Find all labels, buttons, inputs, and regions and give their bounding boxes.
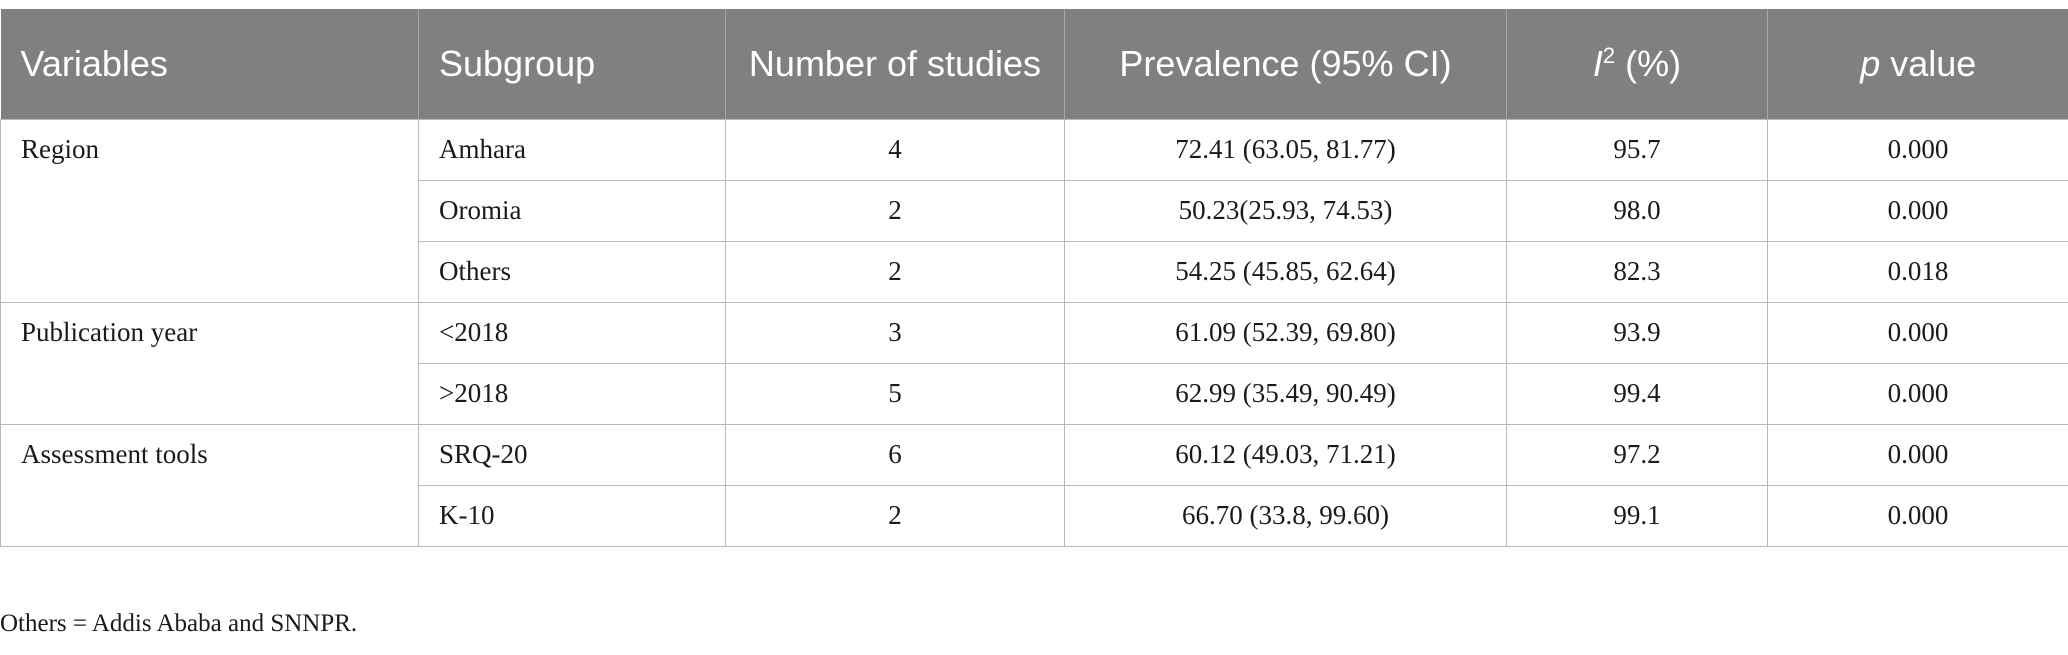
table-row: K-10 2 66.70 (33.8, 99.60) 99.1 0.000 [1,484,2068,547]
i2-cell: 99.4 [1506,362,1768,425]
prevalence-cell: 72.41 (63.05, 81.77) [1064,118,1507,181]
i2-symbol: I [1592,42,1603,84]
studies-cell: 4 [725,118,1065,181]
studies-cell: 2 [725,179,1065,242]
prevalence-cell: 60.12 (49.03, 71.21) [1064,423,1507,486]
table-row: Others 2 54.25 (45.85, 62.64) 82.3 0.018 [1,240,2068,303]
p-value-cell: 0.018 [1767,240,2068,303]
variable-cell-assessment-tools: Assessment tools [0,423,419,547]
subgroup-cell: K-10 [418,484,726,547]
prevalence-cell: 50.23(25.93, 74.53) [1064,179,1507,242]
i2-cell: 93.9 [1506,301,1768,364]
i2-cell: 82.3 [1506,240,1768,303]
i2-cell: 97.2 [1506,423,1768,486]
subgroup-cell: Others [418,240,726,303]
studies-cell: 5 [725,362,1065,425]
i2-cell: 95.7 [1506,118,1768,181]
p-value-cell: 0.000 [1767,118,2068,181]
subgroup-analysis-table: Variables Subgroup Number of studies Pre… [0,9,2068,547]
studies-cell: 2 [725,240,1065,303]
prevalence-cell: 66.70 (33.8, 99.60) [1064,484,1507,547]
p-value-cell: 0.000 [1767,423,2068,486]
p-value-cell: 0.000 [1767,301,2068,364]
header-prevalence: Prevalence (95% CI) [1064,9,1507,119]
i2-suffix: (%) [1615,42,1682,84]
prevalence-cell: 62.99 (35.49, 90.49) [1064,362,1507,425]
variable-cell-region: Region [0,118,419,303]
p-value-cell: 0.000 [1767,179,2068,242]
table-row: Region Amhara 4 72.41 (63.05, 81.77) 95.… [0,118,2068,303]
subgroup-analysis-table-wrapper: Variables Subgroup Number of studies Pre… [0,9,2068,547]
p-suffix: value [1880,42,1977,84]
p-symbol: p [1860,42,1881,84]
subgroup-cell: >2018 [418,362,726,425]
header-row: Variables Subgroup Number of studies Pre… [0,9,2068,119]
studies-cell: 6 [725,423,1065,486]
header-i2: I2 (%) [1506,9,1768,119]
subgroup-cell: SRQ-20 [418,423,726,486]
table-body: Region Amhara 4 72.41 (63.05, 81.77) 95.… [0,118,2068,547]
i2-cell: 99.1 [1506,484,1768,547]
p-value-cell: 0.000 [1767,362,2068,425]
table-row: Assessment tools SRQ-20 6 60.12 (49.03, … [0,423,2068,547]
table-row: Oromia 2 50.23(25.93, 74.53) 98.0 0.000 [1,179,2068,242]
header-variables: Variables [0,9,419,119]
studies-cell: 2 [725,484,1065,547]
p-value-cell: 0.000 [1767,484,2068,547]
subgroup-cell: Oromia [418,179,726,242]
i2-cell: 98.0 [1506,179,1768,242]
studies-cell: 3 [725,301,1065,364]
prevalence-cell: 61.09 (52.39, 69.80) [1064,301,1507,364]
table-header: Variables Subgroup Number of studies Pre… [0,9,2068,119]
table-row: >2018 5 62.99 (35.49, 90.49) 99.4 0.000 [1,362,2068,425]
table-footnote: Others = Addis Ababa and SNNPR. [0,610,358,637]
header-number-of-studies: Number of studies [725,9,1065,119]
subgroup-cell: Amhara [418,118,726,181]
header-subgroup: Subgroup [418,9,726,119]
subgroup-cell: <2018 [418,301,726,364]
table-row: Publication year <2018 3 61.09 (52.39, 6… [0,301,2068,425]
i2-superscript: 2 [1602,42,1616,68]
header-p-value: p value [1767,9,2068,119]
prevalence-cell: 54.25 (45.85, 62.64) [1064,240,1507,303]
variable-cell-publication-year: Publication year [0,301,419,425]
